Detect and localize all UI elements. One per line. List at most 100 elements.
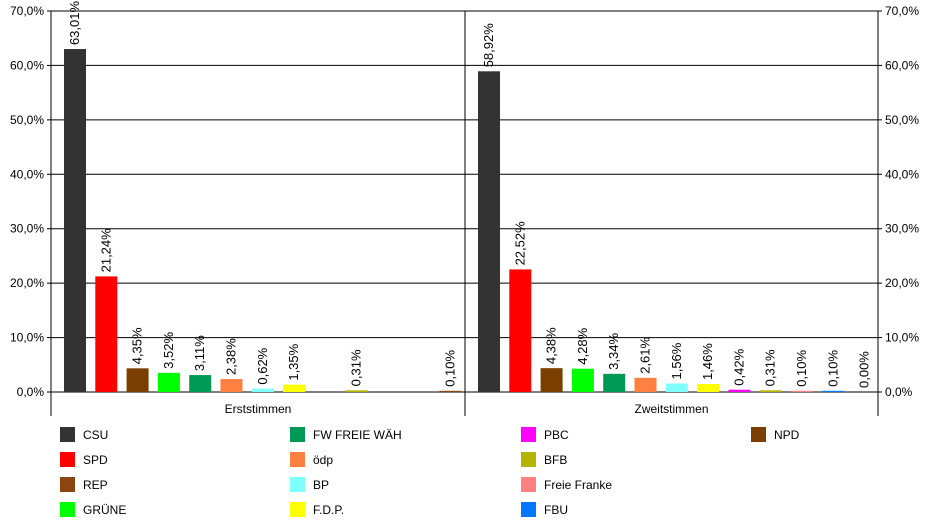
bar — [95, 276, 118, 392]
data-label: 3,34% — [606, 333, 621, 370]
data-label: 1,35% — [286, 343, 301, 380]
data-label: 2,38% — [224, 338, 239, 375]
legend-item: BP — [290, 477, 329, 492]
legend-swatch — [751, 427, 766, 442]
bar — [64, 49, 86, 393]
y-tick-label-left: 70,0% — [10, 4, 44, 18]
data-label: 0,31% — [349, 349, 364, 386]
data-label: 2,61% — [638, 336, 653, 373]
legend-label: Freie Franke — [544, 478, 612, 492]
axes: 0,0% 0,0% 10,0% 10,0% 20,0% 20,0% 30,0% 30,0% 40… — [10, 4, 919, 416]
category-label: Erststimmen — [225, 402, 292, 416]
legend-item: PBC — [521, 427, 569, 442]
y-tick-label-right: 50,0% — [885, 113, 919, 127]
legend-item: BFB — [521, 452, 567, 467]
legend-label: F.D.P. — [313, 503, 344, 517]
y-tick-label-left: 60,0% — [10, 58, 44, 72]
data-label: 63,01% — [67, 1, 82, 46]
legend-item: SPD — [60, 452, 108, 467]
legend-label: CSU — [83, 428, 108, 442]
legend-swatch — [290, 502, 305, 517]
bar — [822, 390, 845, 392]
data-label: 3,52% — [161, 332, 176, 369]
legend-item: ödp — [290, 452, 333, 467]
legend-label: FW FREIE WÄH — [313, 428, 402, 442]
legend-label: REP — [83, 478, 108, 492]
bar — [697, 384, 720, 392]
bar — [478, 71, 500, 392]
data-label: 0,10% — [794, 349, 809, 386]
data-labels: 63,01% 21,24% 4,35% 3,52% 3,11% 2,38% 0,62% 1,3… — [67, 1, 872, 388]
y-tick-label-right: 0,0% — [885, 385, 913, 399]
legend-item: CSU — [60, 427, 108, 442]
category-label: Zweitstimmen — [634, 402, 708, 416]
legend-label: ödp — [313, 453, 333, 467]
bar — [189, 375, 212, 392]
bar — [634, 377, 657, 392]
bar — [157, 372, 180, 392]
legend-item: NPD — [751, 427, 800, 442]
bar — [759, 390, 782, 392]
bar — [509, 269, 532, 392]
legend-swatch — [290, 477, 305, 492]
y-tick-label-right: 10,0% — [885, 331, 919, 345]
y-tick-label-left: 40,0% — [10, 167, 44, 181]
data-label: 1,56% — [669, 342, 684, 379]
y-tick-label-right: 40,0% — [885, 167, 919, 181]
legend-label: GRÜNE — [83, 503, 126, 517]
y-tick-label-left: 50,0% — [10, 113, 44, 127]
y-tick-label-left: 10,0% — [10, 331, 44, 345]
legend-label: FBU — [544, 503, 568, 517]
legend-item: FW FREIE WÄH — [290, 427, 402, 442]
data-label: 0,31% — [763, 349, 778, 386]
bar — [220, 379, 243, 392]
legend-swatch — [290, 427, 305, 442]
legend-item: Freie Franke — [521, 477, 612, 492]
bars — [64, 49, 845, 393]
data-label: 21,24% — [98, 228, 113, 273]
legend-label: BP — [313, 478, 329, 492]
data-label: 22,52% — [512, 221, 527, 266]
legend-item: GRÜNE — [60, 502, 126, 517]
legend-swatch — [60, 477, 75, 492]
bar — [251, 388, 274, 392]
legend-swatch — [521, 502, 536, 517]
bar — [665, 383, 688, 392]
data-label: 0,10% — [443, 349, 458, 386]
data-label: 0,10% — [825, 349, 840, 386]
bar — [571, 368, 594, 392]
data-label: 58,92% — [481, 23, 496, 68]
legend: CSU SPD REP GRÜNE FW FREIE WÄH ödp BP F.D.P. PBC… — [60, 427, 800, 517]
data-label: 0,00% — [857, 351, 872, 388]
legend-swatch — [521, 477, 536, 492]
data-label: 0,62% — [255, 347, 270, 384]
y-tick-label-right: 20,0% — [885, 276, 919, 290]
legend-swatch — [290, 452, 305, 467]
y-tick-label-right: 30,0% — [885, 222, 919, 236]
bar — [283, 384, 306, 392]
legend-label: SPD — [83, 453, 108, 467]
bar — [540, 368, 563, 392]
bar — [791, 390, 813, 392]
y-tick-label-right: 60,0% — [885, 58, 919, 72]
bar — [126, 368, 149, 392]
y-tick-label-left: 30,0% — [10, 222, 44, 236]
data-label: 0,42% — [731, 348, 746, 385]
legend-label: NPD — [774, 428, 800, 442]
legend-swatch — [521, 452, 536, 467]
legend-item: FBU — [521, 502, 568, 517]
legend-item: F.D.P. — [290, 502, 344, 517]
legend-swatch — [60, 452, 75, 467]
data-label: 4,38% — [544, 327, 559, 364]
y-tick-label-left: 20,0% — [10, 276, 44, 290]
bar — [728, 389, 751, 392]
data-label: 4,35% — [130, 327, 145, 364]
y-tick-label-left: 0,0% — [17, 385, 45, 399]
legend-label: PBC — [544, 428, 569, 442]
legend-swatch — [60, 502, 75, 517]
bar — [603, 373, 626, 392]
bar — [345, 390, 368, 392]
data-label: 1,46% — [700, 343, 715, 380]
y-tick-label-right: 70,0% — [885, 4, 919, 18]
